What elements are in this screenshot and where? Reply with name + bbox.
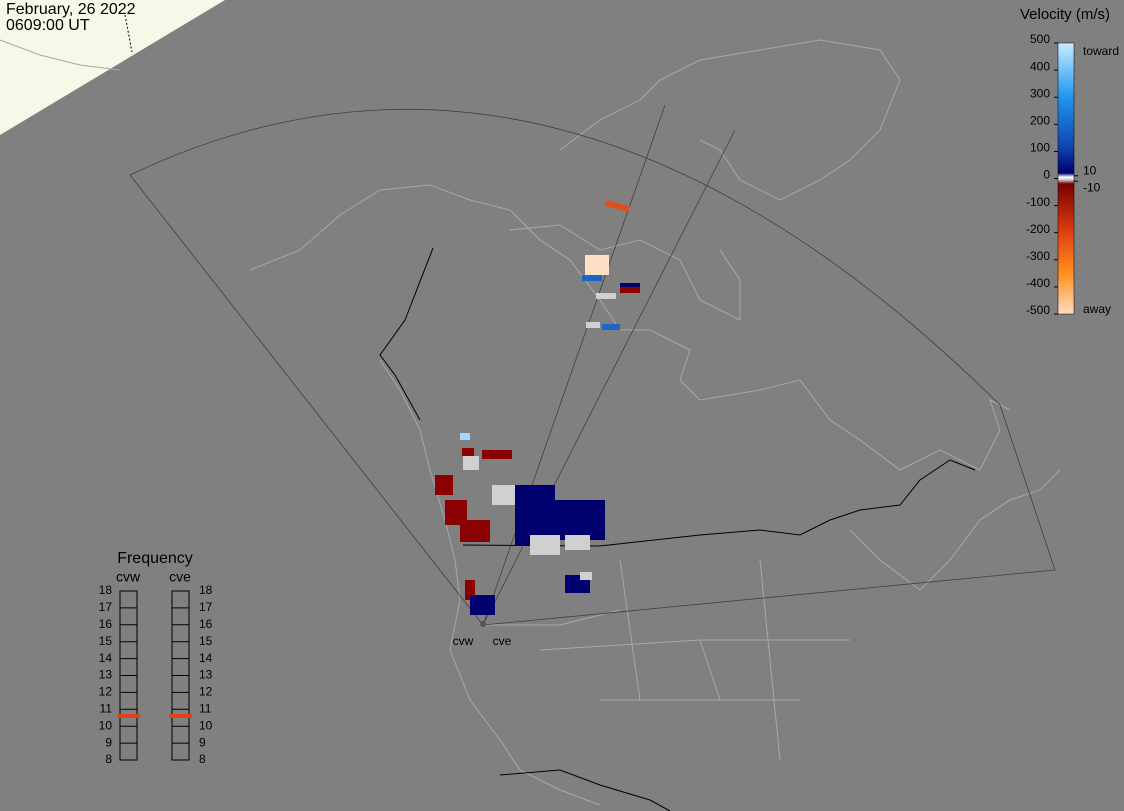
velocity-tick-label: -400 [1026, 276, 1050, 290]
frequency-tick-label: 13 [99, 668, 113, 682]
velocity-inner-tick-label: -10 [1083, 181, 1101, 195]
frequency-tick-label: 12 [199, 685, 213, 699]
alaska-border [379, 247, 434, 421]
velocity-title: Velocity (m/s) [1020, 6, 1110, 23]
velocity-tick-label: 400 [1030, 59, 1050, 73]
date: February, 26 2022 [6, 1, 136, 18]
toward-label: toward [1083, 44, 1119, 58]
velocity-tick-label: 300 [1030, 86, 1050, 100]
frequency-tick-label: 12 [99, 685, 113, 699]
frequency-tick-label: 17 [99, 600, 113, 614]
frequency-tick-label: 15 [99, 634, 113, 648]
frequency-tick-label: 9 [105, 735, 112, 749]
coastline [249, 184, 1011, 471]
frequency-tick-label: 18 [99, 583, 113, 597]
frequency-tick-label: 14 [99, 651, 113, 665]
coastline [379, 359, 601, 806]
velocity-tick-label: 200 [1030, 113, 1050, 127]
frequency-tick-label: 16 [99, 617, 113, 631]
state-lines [480, 559, 850, 761]
velocity-tick-label: -500 [1026, 303, 1050, 317]
us-canada-border [462, 459, 976, 547]
frequency-tick-label: 10 [199, 718, 213, 732]
velocity-inner-tick-label: 10 [1083, 164, 1097, 178]
frequency-tick-label: 11 [199, 701, 212, 715]
frequency-tick-label: 14 [199, 651, 213, 665]
frequency-tick-label: 8 [199, 752, 206, 766]
beam-line [482, 104, 666, 626]
frequency-tick-label: 9 [199, 735, 206, 749]
scatter-cells [435, 199, 640, 627]
velocity-tick-label: 0 [1043, 168, 1050, 182]
frequency-tick-label: 16 [199, 617, 213, 631]
velocity-tick-label: -100 [1026, 195, 1050, 209]
radar-label: cvw [453, 634, 474, 648]
velocity-tick-label: -300 [1026, 249, 1050, 263]
frequency-radar-name: cvw [116, 569, 141, 585]
velocity-tick-label: 500 [1030, 32, 1050, 46]
frequency-tick-label: 8 [105, 752, 112, 766]
coastline [559, 39, 901, 201]
velocity-colorbar [1057, 42, 1075, 315]
frequency-radar-name: cve [169, 569, 191, 585]
frequency-tick-label: 10 [99, 718, 113, 732]
away-label: away [1083, 302, 1111, 316]
velocity-tick-label: -200 [1026, 222, 1050, 236]
frequency-tick-label: 15 [199, 634, 213, 648]
coastline [509, 224, 741, 321]
frequency-tick-label: 11 [100, 701, 113, 715]
coast [0, 39, 121, 71]
daylight [0, 0, 225, 135]
frequency-tick-label: 17 [199, 600, 213, 614]
frequency-tick-label: 18 [199, 583, 213, 597]
field-of-view [129, 109, 1056, 626]
us-mexico-border [499, 769, 671, 811]
coastline [849, 469, 1061, 591]
time: 0609:00 UT [6, 17, 90, 34]
velocity-tick-label: 100 [1030, 141, 1050, 155]
radar-label: cve [493, 634, 512, 648]
frequency-tick-label: 13 [199, 668, 213, 682]
frequency-title: Frequency [117, 550, 193, 567]
